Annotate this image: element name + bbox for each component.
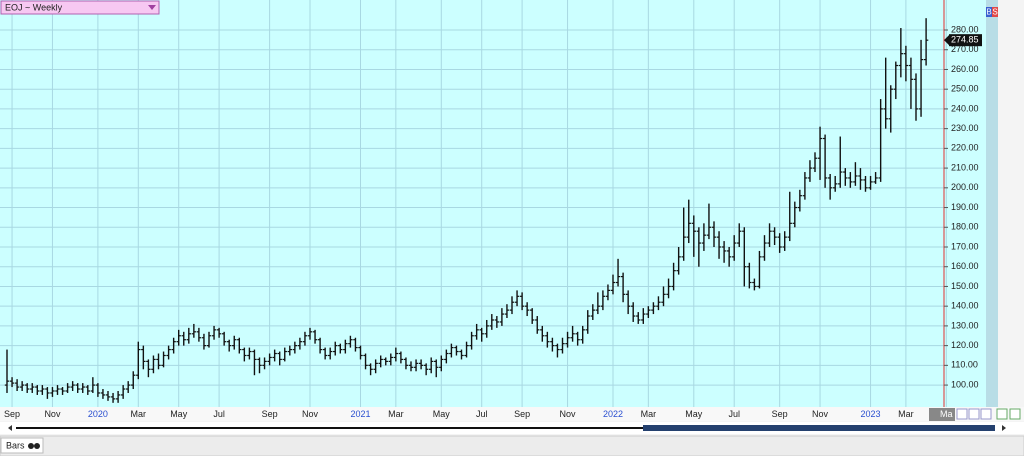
last-price-label: 274.85 [951,35,979,45]
x-tick-label: Jul [213,409,225,419]
chart-title: EOJ ~ Weekly [5,2,63,12]
side-strip [986,0,998,407]
x-tick-label: Mar [641,409,657,419]
y-tick-label: 110.00 [951,360,978,370]
x-tick-label: Mar [898,409,914,419]
x-tick-label: Sep [4,409,20,419]
y-tick-label: 250.00 [951,84,979,94]
scroll-thumb[interactable] [643,425,995,431]
y-tick-label: 140.00 [951,301,979,311]
s-icon[interactable] [992,7,998,17]
y-tick-label: 280.00 [951,24,979,34]
study-icon [34,443,40,449]
x-tick-label: Nov [560,409,577,419]
x-tick-label: Jul [728,409,740,419]
study-tab[interactable] [0,437,44,454]
x-tick-label: Sep [514,409,530,419]
x-tick-label: Mar [388,409,404,419]
zoom-button[interactable] [968,408,980,420]
study-icon [28,443,34,449]
last-price-box [949,34,982,47]
y-tick-label: 200.00 [951,182,979,192]
x-tick-label: 2022 [603,409,623,419]
y-tick-label: 120.00 [951,340,979,350]
y-tick-label: 260.00 [951,64,979,74]
y-tick-label: 130.00 [951,320,979,330]
x-tick-label: Sep [262,409,278,419]
study-label: Bars [6,440,25,450]
zoom-button[interactable] [1009,408,1021,420]
y-tick-label: 100.00 [951,379,979,389]
zoom-button[interactable] [956,408,968,420]
x-tick-label: Nov [812,409,829,419]
toolbar [0,435,1024,456]
y-tick-label: 230.00 [951,123,979,133]
last-price-pointer [944,35,949,46]
y-tick-label: 210.00 [951,162,979,172]
bars [4,18,929,403]
x-tick-label: May [433,409,451,419]
y-tick-label: 150.00 [951,281,979,291]
plot-background [0,0,986,407]
x-tick-label: Nov [44,409,61,419]
title-dropdown[interactable] [148,5,156,10]
y-tick-label: 160.00 [951,261,979,271]
title-box[interactable] [0,0,160,15]
b-icon[interactable] [986,7,992,17]
y-tick-label: 220.00 [951,143,979,153]
zoom-buttons [956,408,1021,420]
zoom-button[interactable] [980,408,992,420]
y-tick-label: 190.00 [951,202,979,212]
x-tick-label: Mar [131,409,147,419]
x-axis-strip [0,407,1024,421]
y-axis-labels: 100.00 110.00 120.00 130.00 140.00 150.00 160.… [944,24,982,389]
x-tick-label: May [170,409,188,419]
y-tick-label: 270.00 [951,44,979,54]
y-tick-label: 240.00 [951,103,979,113]
x-tick-label: Sep [772,409,788,419]
b-letter: B [986,8,991,17]
x-tick-label: Nov [302,409,319,419]
x-axis-labels: Sep Nov 2020 Mar May Jul Sep Nov 2021 Mar May Jul Se… [4,409,953,419]
x-tick-label: 2021 [350,409,370,419]
scroll-left[interactable] [8,425,12,431]
future-label-bg [929,408,955,421]
x-tick-label: May [685,409,703,419]
x-tick-label: Jul [476,409,488,419]
s-letter: S [992,8,997,17]
y-tick-label: 180.00 [951,222,979,232]
x-tick-label: 2023 [861,409,881,419]
x-tick-label: 2020 [88,409,108,419]
scroll-right[interactable] [1002,425,1006,431]
zoom-button[interactable] [996,408,1008,420]
x-tick-label: Ma [940,409,953,419]
y-tick-label: 170.00 [951,241,979,251]
